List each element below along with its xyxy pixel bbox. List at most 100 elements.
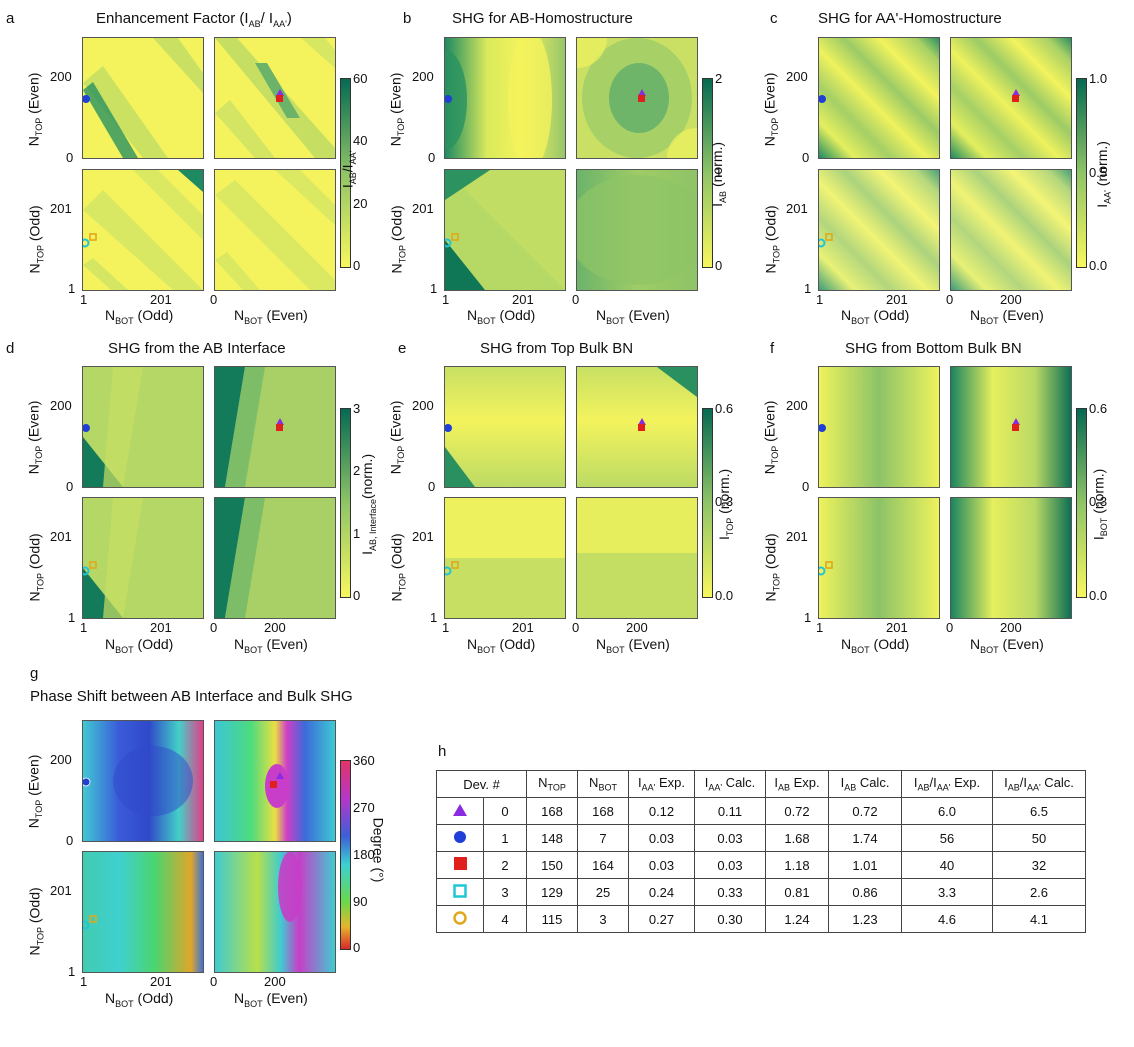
blue-circle-icon (436, 824, 484, 852)
x-tick: 1 (442, 292, 450, 307)
panel-letter-c: c (770, 10, 778, 27)
cbar-d-tick: 3 (353, 401, 361, 416)
x-tick: 0 (210, 620, 218, 635)
th-iab-exp: IAB Exp. (765, 770, 829, 798)
y-tick: 200 (412, 69, 434, 84)
map-a-even-even (214, 37, 336, 159)
cell-nbot: 164 (577, 851, 629, 879)
marker-yellow-square (89, 233, 97, 241)
cell-ratio-calc: 50 (992, 824, 1086, 852)
map-b-even-even (576, 37, 698, 159)
cell-iaa-calc: 0.03 (694, 824, 766, 852)
marker-blue-circle (445, 424, 452, 432)
y-tick: 201 (786, 529, 808, 544)
cell-iab-exp: 1.24 (765, 905, 829, 933)
device-table: Dev. # NTOP NBOT IAA' Exp. IAA' Calc. IA… (436, 770, 1086, 933)
th-ntop: NTOP (526, 770, 578, 798)
cbar-g-tick: 90 (353, 894, 368, 909)
marker-blue-circle (445, 95, 452, 103)
y-tick: 200 (412, 398, 434, 413)
table-row: 4 115 3 0.27 0.30 1.24 1.23 4.6 4.1 (436, 905, 1086, 933)
cbar-g-tick: 0 (353, 940, 361, 955)
y-tick: 200 (50, 69, 72, 84)
x-tick: 200 (626, 620, 648, 635)
cell-iab-calc: 1.01 (828, 851, 902, 879)
y-tick: 1 (804, 610, 812, 625)
colorbar-c (1076, 78, 1087, 268)
cbar-b-tick: 2 (715, 71, 723, 86)
marker-purple-triangle (276, 772, 284, 779)
panel-c-title: SHG for AA'-Homostructure (818, 10, 1002, 27)
x-axis-label-even: NBOT (Even) (234, 636, 308, 655)
y-tick: 0 (802, 150, 810, 165)
th-dev: Dev. # (436, 770, 527, 798)
y-tick: 0 (66, 479, 74, 494)
table-header-row: Dev. # NTOP NBOT IAA' Exp. IAA' Calc. IA… (436, 770, 1086, 798)
cell-iab-exp: 0.81 (765, 878, 829, 906)
marker-red-square (1012, 95, 1019, 102)
x-tick: 1 (80, 620, 88, 635)
y-tick: 201 (786, 201, 808, 216)
colorbar-e (702, 408, 713, 598)
cell-nbot: 25 (577, 878, 629, 906)
map-g-odd-even (214, 851, 336, 973)
map-b-even-odd (444, 37, 566, 159)
marker-red-square (276, 95, 283, 102)
marker-cyan-circle (819, 566, 826, 576)
cbar-c-tick: 1.0 (1089, 71, 1108, 86)
cell-iaa-exp: 0.27 (628, 905, 695, 933)
marker-purple-triangle (1012, 89, 1020, 96)
cell-iab-calc: 0.72 (828, 797, 902, 825)
cbar-a-tick: 0 (353, 258, 361, 273)
y-tick: 200 (50, 398, 72, 413)
x-tick: 200 (1000, 292, 1022, 307)
map-f-even-odd (818, 366, 940, 488)
map-b-odd-even (576, 169, 698, 291)
marker-yellow-square (451, 233, 459, 241)
x-tick: 1 (816, 292, 824, 307)
cbar-a-label: IAB/IAA' (339, 150, 359, 189)
colorbar-g (340, 760, 351, 950)
cbar-d-label: IAB, Interface(norm.) (359, 453, 378, 555)
cell-iaa-calc: 0.03 (694, 851, 766, 879)
marker-blue-circle (83, 95, 90, 103)
panel-a-title: Enhancement Factor (IAB/ IAA') (96, 10, 292, 29)
cell-ntop: 115 (526, 905, 578, 933)
y-tick: 1 (804, 281, 812, 296)
x-axis-label-odd: NBOT (Odd) (105, 990, 174, 1009)
panel-b-title: SHG for AB-Homostructure (452, 10, 633, 27)
th-iaa-calc: IAA' Calc. (694, 770, 766, 798)
cell-iab-calc: 1.74 (828, 824, 902, 852)
x-axis-label-even: NBOT (Even) (970, 307, 1044, 326)
cbar-d-tick: 1 (353, 526, 361, 541)
y-tick: 1 (68, 610, 76, 625)
marker-cyan-circle (83, 566, 90, 576)
table-row: 1 148 7 0.03 0.03 1.68 1.74 56 50 (436, 824, 1086, 852)
cell-ratio-calc: 2.6 (992, 878, 1086, 906)
cell-iab-calc: 1.23 (828, 905, 902, 933)
y-axis-label-even: NTOP (Even) (25, 72, 45, 147)
map-a-odd-even (214, 169, 336, 291)
marker-blue-circle (83, 777, 91, 787)
marker-cyan-circle (445, 566, 452, 576)
table-row: 2 150 164 0.03 0.03 1.18 1.01 40 32 (436, 851, 1086, 879)
x-axis-label-odd: NBOT (Odd) (467, 307, 536, 326)
marker-purple-triangle (276, 418, 284, 425)
map-a-even-odd (82, 37, 204, 159)
x-axis-label-even: NBOT (Even) (234, 990, 308, 1009)
marker-purple-triangle (638, 418, 646, 425)
y-tick: 201 (412, 529, 434, 544)
y-axis-label-even: NTOP (Even) (387, 400, 407, 475)
y-axis-label-odd: NTOP (Odd) (26, 205, 46, 274)
cell-ratio-exp: 56 (901, 824, 993, 852)
map-d-odd-even (214, 497, 336, 619)
y-axis-label-even: NTOP (Even) (761, 400, 781, 475)
panel-letter-b: b (403, 10, 412, 27)
x-axis-label-even: NBOT (Even) (970, 636, 1044, 655)
y-tick: 200 (50, 752, 72, 767)
marker-purple-triangle (638, 89, 646, 96)
y-axis-label-odd: NTOP (Odd) (26, 533, 46, 602)
cell-ntop: 148 (526, 824, 578, 852)
marker-cyan-circle (83, 238, 90, 248)
y-tick: 0 (66, 833, 74, 848)
